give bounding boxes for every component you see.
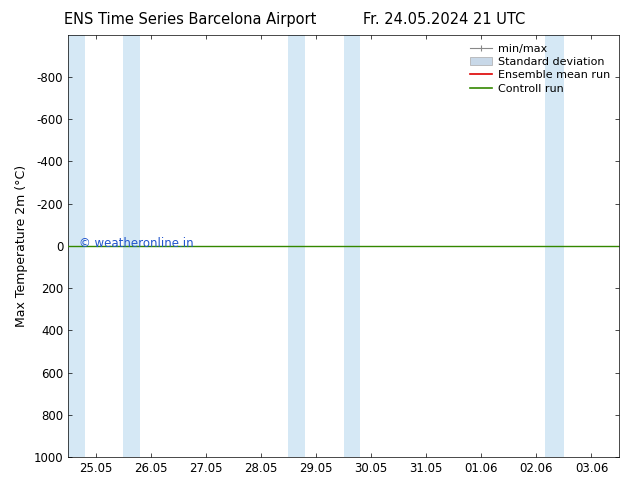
Text: ENS Time Series Barcelona Airport: ENS Time Series Barcelona Airport	[64, 12, 316, 27]
Y-axis label: Max Temperature 2m (°C): Max Temperature 2m (°C)	[15, 165, 28, 327]
Text: Fr. 24.05.2024 21 UTC: Fr. 24.05.2024 21 UTC	[363, 12, 525, 27]
Bar	[68, 35, 84, 457]
Bar	[545, 35, 564, 457]
Bar	[344, 35, 360, 457]
Bar	[123, 35, 139, 457]
Legend: min/max, Standard deviation, Ensemble mean run, Controll run: min/max, Standard deviation, Ensemble me…	[467, 40, 614, 98]
Bar	[288, 35, 305, 457]
Text: © weatheronline.in: © weatheronline.in	[79, 237, 193, 250]
